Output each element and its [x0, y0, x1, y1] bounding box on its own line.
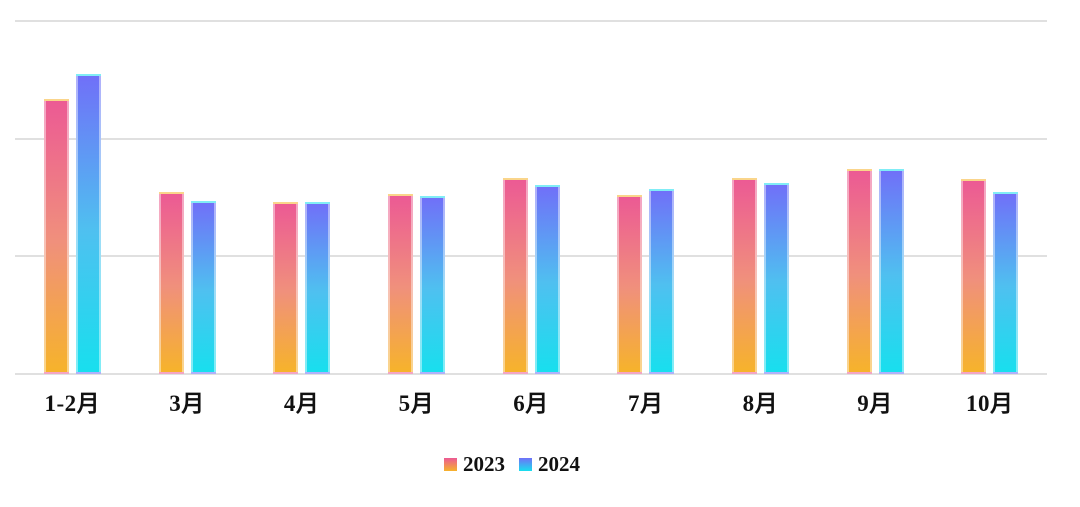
bar-2023-6月 [502, 177, 528, 374]
x-axis-label-7月: 7月 [627, 391, 664, 416]
bar-2024-9月 [878, 169, 904, 374]
x-axis-line [15, 373, 1047, 375]
bar-group-9月 [818, 21, 933, 374]
plot-area [15, 20, 1047, 375]
bar-2024-5月 [419, 196, 445, 374]
legend-swatch-2024 [519, 458, 532, 471]
bar-group-6月 [474, 21, 589, 374]
bar-2024-3月 [190, 201, 216, 374]
bar-2023-10月 [961, 178, 987, 374]
x-axis-label-6月: 6月 [513, 391, 549, 416]
x-axis-label-5月: 5月 [398, 391, 435, 416]
gridline [15, 255, 1047, 258]
bar-2023-3月 [158, 191, 184, 374]
x-axis-label-4月: 4月 [283, 391, 320, 416]
x-axis-labels: 1-2月 3月 4月 5月 6月 7月 8月 9月 10月 [15, 384, 1047, 418]
bar-2023-8月 [731, 177, 757, 374]
bar-group-10月 [932, 21, 1047, 374]
x-axis-label-8月: 8月 [742, 391, 779, 416]
bar-2024-8月 [763, 183, 789, 374]
bar-2023-7月 [617, 195, 643, 374]
bar-group-4月 [244, 21, 359, 374]
legend-swatch-2023 [444, 458, 457, 471]
x-axis-label-3月: 3月 [169, 391, 205, 416]
bar-2023-4月 [273, 202, 299, 374]
bar-groups [15, 21, 1047, 374]
bar-2024-7月 [649, 189, 675, 374]
bar-group-3月 [130, 21, 245, 374]
bar-2024-10月 [993, 191, 1019, 374]
gridline [15, 20, 1047, 22]
bar-group-5月 [359, 21, 474, 374]
bar-2024-1-2月 [75, 73, 101, 374]
x-axis-label-1-2月: 1-2月 [44, 391, 101, 416]
bar-group-1-2月 [15, 21, 130, 374]
bar-2023-9月 [846, 169, 872, 374]
legend-item-2023[interactable]: 2023 [444, 452, 505, 477]
x-axis-label-10月: 10月 [965, 391, 1014, 416]
x-axis-label-9月: 9月 [857, 391, 893, 416]
bar-2024-6月 [534, 184, 560, 374]
legend-label-2024: 2024 [538, 452, 580, 476]
bar-group-7月 [588, 21, 703, 374]
gridline [15, 137, 1047, 140]
bar-group-8月 [703, 21, 818, 374]
legend: 2023 2024 [0, 452, 1052, 477]
bar-2023-1-2月 [43, 98, 69, 374]
legend-label-2023: 2023 [463, 452, 505, 476]
legend-item-2024[interactable]: 2024 [519, 452, 580, 477]
bar-2024-4月 [305, 202, 331, 374]
bar-2023-5月 [387, 193, 413, 374]
